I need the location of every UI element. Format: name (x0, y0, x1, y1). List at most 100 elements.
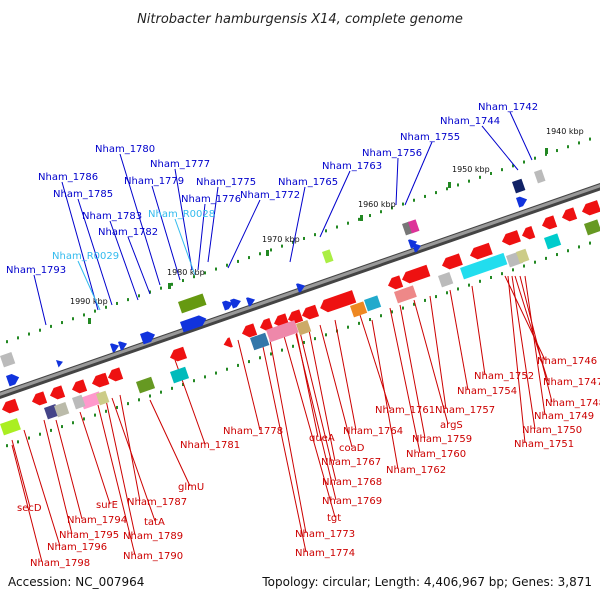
track-dot (193, 379, 195, 383)
track-dot (578, 245, 580, 249)
track-dot (314, 337, 316, 341)
leader-line (511, 275, 536, 430)
track-dot (50, 324, 52, 328)
track-dot (523, 264, 525, 268)
leader-line (109, 220, 139, 301)
reverse-gene (437, 272, 454, 288)
reverse-gene (387, 275, 404, 290)
track-dot (39, 432, 41, 436)
gene-label: Nham_1749 (534, 411, 594, 422)
gene-label: Nham_1796 (47, 542, 107, 553)
gene-label: Nham_1785 (53, 189, 113, 200)
track-dot (17, 336, 19, 340)
gene-label: Nham_1781 (180, 440, 240, 451)
track-dot (204, 271, 206, 275)
leader-line (504, 275, 546, 361)
leader-line (55, 419, 83, 520)
gene-label: Nham_1747 (543, 377, 600, 388)
leader-line (23, 429, 61, 547)
gene-label: Nham_1786 (38, 172, 98, 183)
track-dot (589, 137, 591, 141)
leader-line (151, 185, 181, 281)
track-dot (292, 344, 294, 348)
forward-gene (6, 374, 20, 387)
forward-gene (534, 169, 546, 184)
forward-gene (511, 178, 526, 194)
leader-line (395, 157, 399, 206)
reverse-gene (170, 366, 190, 384)
gene-label: Nham_1744 (440, 116, 500, 127)
map-title: Nitrobacter hamburgensis X14, complete g… (137, 12, 463, 27)
gene-label: Nham_1751 (514, 439, 574, 450)
gene-label: Nham_1756 (362, 148, 422, 159)
reverse-gene (136, 376, 156, 394)
track-dot (28, 332, 30, 336)
reverse-gene (469, 242, 493, 260)
kbp-tick-label: 1970 kbp (262, 235, 300, 244)
reverse-gene (72, 394, 86, 410)
track-dot (468, 179, 470, 183)
track-dot (380, 210, 382, 214)
track-dot (149, 394, 151, 398)
reverse-gene (515, 248, 530, 264)
leader-line (481, 125, 519, 171)
track-dot (501, 168, 503, 172)
track-dot (347, 325, 349, 329)
gene-label: Nham_1773 (295, 529, 355, 540)
leader-line (11, 439, 31, 508)
leader-line (237, 339, 261, 431)
reverse-gene (71, 379, 88, 394)
track-dot (369, 318, 371, 322)
leader-line (111, 397, 156, 522)
track-dot (61, 425, 63, 429)
gene-label: Nham_1763 (322, 161, 382, 172)
gene-label: Nham_1760 (406, 449, 466, 460)
track-dot (226, 263, 228, 267)
gene-label: coaD (339, 443, 365, 454)
reverse-gene (296, 320, 312, 336)
forward-gene (516, 196, 528, 208)
track-dot (556, 149, 558, 153)
reverse-gene (287, 309, 304, 324)
gene-label: Nham_1769 (322, 496, 382, 507)
leader-line (11, 444, 43, 563)
track-dot (226, 367, 228, 371)
leader-line (227, 199, 261, 269)
track-dot (17, 440, 19, 444)
reverse-gene-labels: Nham_1746 Nham_1747 Nham_1748 Nham_1749 … (17, 356, 600, 569)
track-dot (28, 436, 30, 440)
track-dot (578, 141, 580, 145)
leader-line (319, 170, 351, 238)
forward-gene (296, 283, 306, 293)
track-dot (534, 260, 536, 264)
track-dot (237, 259, 239, 263)
forward-gene (56, 360, 63, 368)
kbp-tick-mark (360, 215, 363, 221)
reverse-gene (249, 332, 270, 351)
reverse-gene (0, 418, 21, 436)
reverse-gene (266, 320, 299, 343)
track-dot (61, 321, 63, 325)
gene-label: Nham_1795 (59, 530, 119, 541)
gene-label: Nham_1779 (124, 176, 184, 187)
gene-label: Nham_1768 (322, 477, 382, 488)
forward-gene (222, 300, 233, 311)
reverse-gene (1, 398, 20, 414)
track-dot (424, 298, 426, 302)
track-dot (83, 417, 85, 421)
reverse-gene (441, 253, 463, 270)
reverse-gene (401, 264, 431, 284)
track-dot (39, 328, 41, 332)
leader-line (295, 333, 337, 501)
forward-gene (246, 297, 256, 307)
leader-line (174, 218, 196, 276)
track-dot (138, 398, 140, 402)
leader-line (269, 339, 307, 534)
track-dot (325, 333, 327, 337)
track-dot (457, 183, 459, 187)
leader-line (524, 275, 546, 416)
gene-label: Nham_1772 (240, 190, 300, 201)
reverse-gene (31, 391, 48, 406)
kbp-tick-label: 1960 kbp (358, 200, 396, 209)
track-dot (556, 253, 558, 257)
